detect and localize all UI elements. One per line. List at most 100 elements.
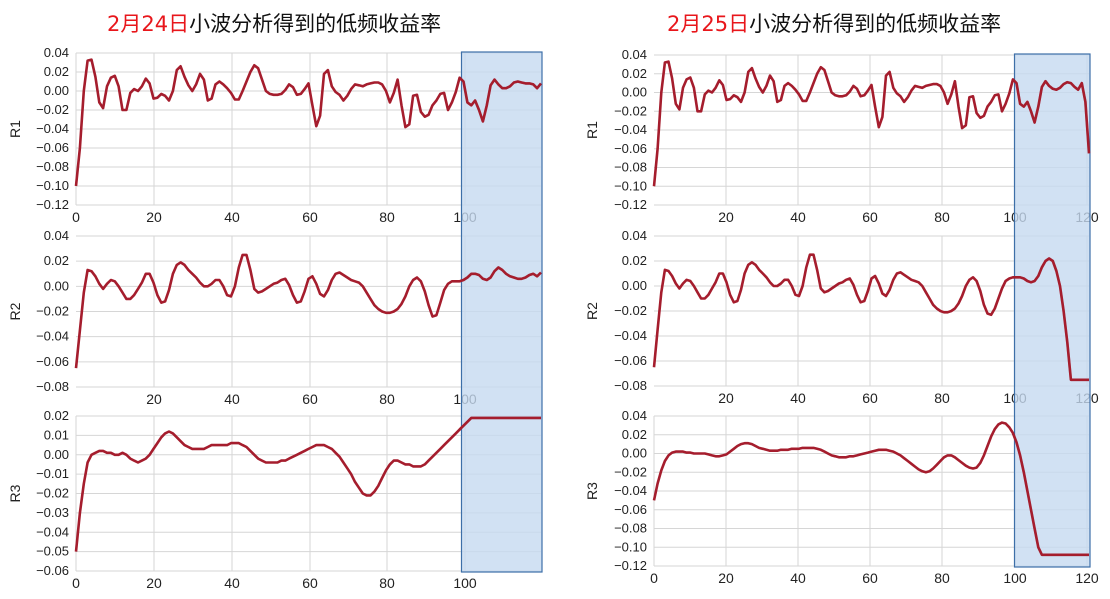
x-tick-label: 60 <box>862 209 878 225</box>
y-tick-label: −0.04 <box>614 483 647 498</box>
chart-panel-r3: 0.04 0.02 0.00 −0.02 −0.04 −0.06 −0.08 −0.10 −0.… <box>584 408 1099 586</box>
series-line-highlighted <box>458 76 543 123</box>
series-line-highlighted <box>1011 432 1089 557</box>
x-tick-label: 80 <box>934 570 950 586</box>
y-tick-label: −0.06 <box>36 354 69 369</box>
y-tick-label: −0.02 <box>36 102 69 117</box>
y-axis-label: R1 <box>584 121 600 139</box>
y-tick-label: 0.04 <box>44 228 69 243</box>
y-tick-label: −0.06 <box>614 141 647 156</box>
x-tick-label: 0 <box>650 570 658 586</box>
x-tick-label: 20 <box>146 209 162 225</box>
y-tick-label: 0.04 <box>622 408 647 423</box>
series-line-highlighted <box>1011 78 1091 154</box>
x-tick-label: 40 <box>790 390 806 406</box>
y-tick-label: 0.00 <box>622 85 647 100</box>
figure-title-right: 2月25日小波分析得到的低频收益率 <box>667 8 1001 38</box>
y-tick-label: −0.06 <box>614 502 647 517</box>
y-tick-label: −0.08 <box>36 159 69 174</box>
y-tick-label: 0.02 <box>44 408 69 423</box>
y-tick-label: −0.02 <box>614 103 647 118</box>
x-tick-label: 60 <box>862 390 878 406</box>
y-tick-label: −0.04 <box>36 524 69 539</box>
x-tick-label: 20 <box>146 575 162 591</box>
y-axis-label: R2 <box>7 302 23 320</box>
x-tick-label: 0 <box>72 209 80 225</box>
y-tick-label: −0.04 <box>614 122 647 137</box>
x-tick-label: 120 <box>1075 570 1099 586</box>
x-tick-label: 20 <box>718 390 734 406</box>
x-tick-label: 80 <box>379 575 395 591</box>
series-line-highlighted <box>458 416 541 431</box>
x-tick-label: 60 <box>302 209 318 225</box>
x-tick-label: 20 <box>146 391 162 407</box>
series-line-highlighted <box>459 266 542 283</box>
y-axis-label: R3 <box>584 482 600 500</box>
x-tick-label: 80 <box>379 209 395 225</box>
x-tick-label: 100 <box>453 575 477 591</box>
y-axis-label: R3 <box>7 484 23 502</box>
x-tick-label: 80 <box>379 391 395 407</box>
x-tick-label: 0 <box>72 575 80 591</box>
highlight-region <box>1013 53 1091 568</box>
y-tick-label: −0.05 <box>36 544 69 559</box>
y-tick-label: 0.00 <box>622 446 647 461</box>
y-tick-label: −0.02 <box>614 464 647 479</box>
y-tick-label: 0.02 <box>44 253 69 268</box>
y-tick-label: −0.08 <box>36 379 69 394</box>
x-tick-label: 80 <box>934 209 950 225</box>
y-tick-label: −0.12 <box>614 558 647 573</box>
highlight-region <box>460 51 543 573</box>
y-tick-label: −0.10 <box>614 178 647 193</box>
figure-title-left: 2月24日小波分析得到的低频收益率 <box>107 8 441 38</box>
y-tick-label: −0.08 <box>614 160 647 175</box>
y-tick-label: 0.01 <box>44 427 69 442</box>
figure-title-date: 2月25日 <box>667 12 750 36</box>
y-axis-label: R1 <box>7 120 23 138</box>
figure-title-date: 2月24日 <box>107 12 190 36</box>
y-tick-label: 0.04 <box>44 45 69 60</box>
y-tick-label: −0.06 <box>36 140 69 155</box>
y-tick-label: 0.00 <box>44 278 69 293</box>
series-line-highlighted <box>1012 257 1089 382</box>
y-tick-label: −0.08 <box>614 521 647 536</box>
x-tick-label: 60 <box>302 575 318 591</box>
x-tick-label: 40 <box>224 391 240 407</box>
y-tick-label: −0.12 <box>614 197 647 212</box>
y-tick-label: −0.04 <box>36 121 69 136</box>
x-tick-label: 80 <box>934 390 950 406</box>
y-tick-label: 0.02 <box>622 427 647 442</box>
x-tick-label: 20 <box>718 209 734 225</box>
y-tick-label: −0.10 <box>614 539 647 554</box>
y-tick-label: −0.12 <box>36 197 69 212</box>
figure-title-text: 小波分析得到的低频收益率 <box>749 12 1002 36</box>
y-tick-label: −0.10 <box>36 178 69 193</box>
y-tick-label: 0.00 <box>622 278 647 293</box>
y-tick-label: −0.06 <box>614 353 647 368</box>
y-tick-label: 0.00 <box>44 447 69 462</box>
y-tick-label: −0.02 <box>36 304 69 319</box>
x-tick-label: 40 <box>790 209 806 225</box>
x-tick-label: 20 <box>718 570 734 586</box>
figure-title-text: 小波分析得到的低频收益率 <box>189 12 442 36</box>
y-tick-label: 0.04 <box>622 47 647 62</box>
x-tick-label: 100 <box>1003 570 1027 586</box>
y-tick-label: −0.04 <box>36 329 69 344</box>
y-tick-label: 0.02 <box>622 253 647 268</box>
x-tick-label: 40 <box>790 570 806 586</box>
y-tick-label: −0.06 <box>36 563 69 578</box>
y-tick-label: −0.03 <box>36 505 69 520</box>
y-tick-label: −0.02 <box>614 303 647 318</box>
x-tick-label: 60 <box>302 391 318 407</box>
x-tick-label: 40 <box>224 575 240 591</box>
chart-panel-r1: 0.04 0.02 0.00 −0.02 −0.04 −0.06 −0.08 −0.10 −0.… <box>7 45 543 225</box>
chart-panel-r2: 0.04 0.02 0.00 −0.02 −0.04 −0.06 −0.08 20 40 60 80… <box>7 228 542 407</box>
y-axis-label: R2 <box>584 302 600 320</box>
y-tick-label: −0.01 <box>36 466 69 481</box>
y-tick-label: −0.02 <box>36 486 69 501</box>
y-tick-label: −0.04 <box>614 328 647 343</box>
y-tick-label: 0.02 <box>622 66 647 81</box>
y-tick-label: −0.08 <box>614 378 647 393</box>
